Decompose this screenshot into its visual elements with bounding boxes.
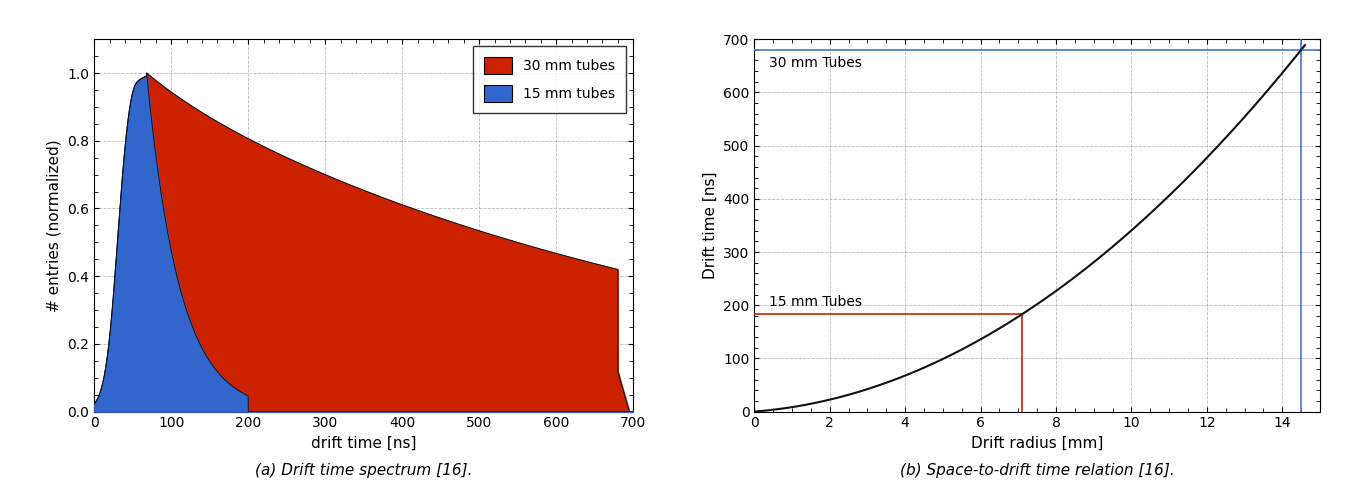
Y-axis label: # entries (normalized): # entries (normalized) [47,139,62,312]
X-axis label: drift time [ns]: drift time [ns] [311,436,416,451]
Legend: 30 mm tubes, 15 mm tubes: 30 mm tubes, 15 mm tubes [473,46,626,113]
Text: 15 mm Tubes: 15 mm Tubes [769,294,862,309]
Text: (b) Space-to-drift time relation [16].: (b) Space-to-drift time relation [16]. [900,464,1175,478]
X-axis label: Drift radius [mm]: Drift radius [mm] [971,436,1103,451]
Text: (a) Drift time spectrum [16].: (a) Drift time spectrum [16]. [255,464,473,478]
Text: 30 mm Tubes: 30 mm Tubes [769,56,862,70]
Y-axis label: Drift time [ns]: Drift time [ns] [703,172,718,279]
